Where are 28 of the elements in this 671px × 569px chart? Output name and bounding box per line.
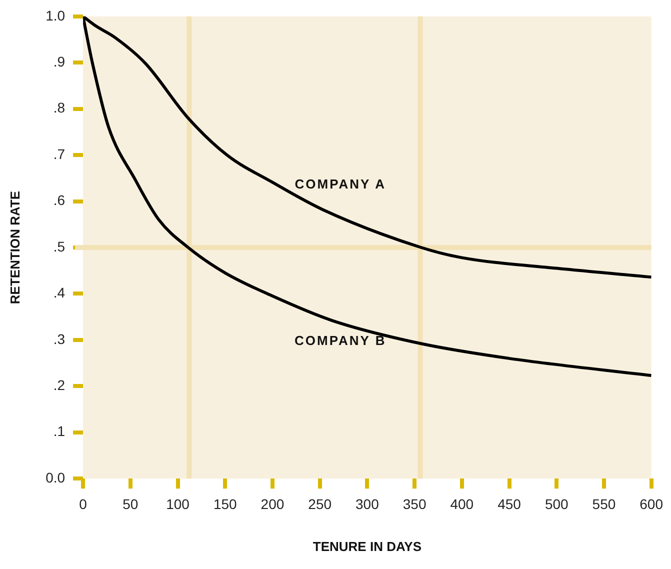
y-tick-label: 1.0 — [46, 7, 66, 24]
x-axis-title: TENURE IN DAYS — [312, 538, 422, 554]
x-tick-label: 400 — [450, 496, 474, 512]
y-axis-title: RETENTION RATE — [7, 190, 22, 304]
y-tick-label: .1 — [53, 423, 66, 440]
x-tick-label: 250 — [308, 496, 332, 512]
y-tick-label: .7 — [53, 146, 66, 162]
x-tick-label: 600 — [640, 496, 664, 512]
x-tick-label: 50 — [122, 496, 138, 512]
x-tick-label: 450 — [498, 496, 522, 512]
x-tick-label: 150 — [213, 496, 238, 512]
x-tick-label: 550 — [592, 496, 616, 512]
x-tick-label: 500 — [544, 496, 569, 512]
y-tick-label: .6 — [53, 192, 66, 208]
x-tick-label: 100 — [166, 496, 190, 512]
x-tick-label: 350 — [402, 496, 426, 512]
y-tick-label: 0.0 — [46, 469, 66, 486]
y-tick-label: .8 — [53, 100, 66, 116]
x-tick-label: 200 — [260, 496, 284, 512]
y-tick-label: .3 — [53, 330, 66, 347]
series-label: COMPANY B — [294, 333, 386, 348]
y-tick-label: .9 — [53, 53, 66, 70]
y-tick-label: .5 — [53, 238, 66, 254]
y-tick-label: .4 — [53, 284, 66, 301]
x-tick-label: 300 — [356, 496, 380, 512]
y-tick-label: .2 — [53, 377, 66, 394]
series-label: COMPANY A — [294, 176, 386, 192]
x-tick-label: 0 — [79, 496, 88, 512]
